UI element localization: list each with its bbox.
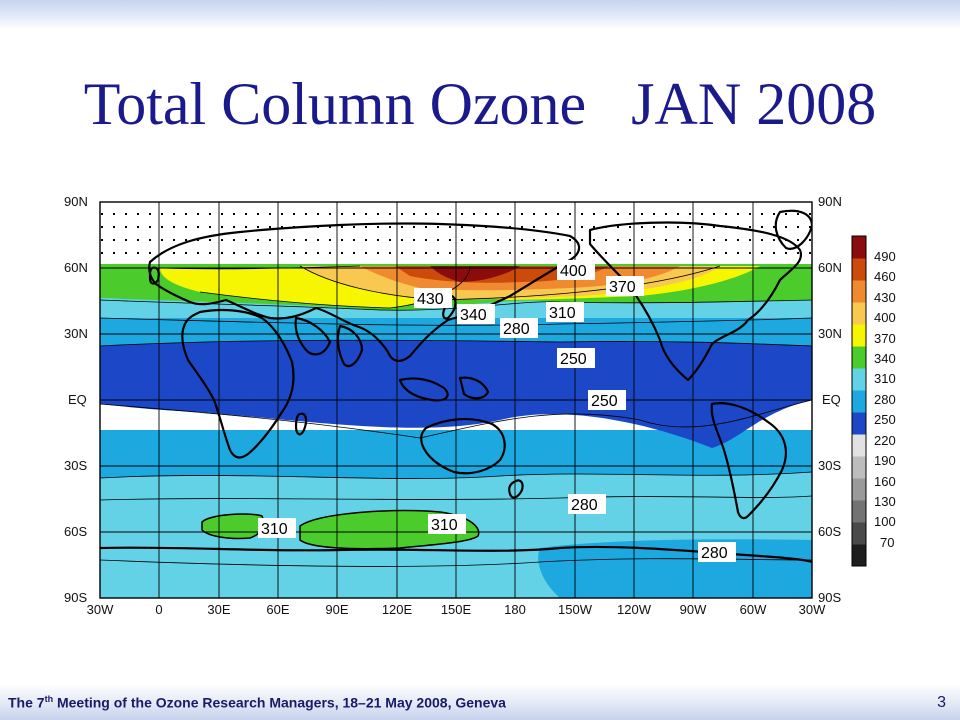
lon-label-30w: 30W	[87, 602, 114, 617]
colorbar-label-490: 490	[874, 249, 896, 264]
lat-label-eq-right: EQ	[822, 392, 841, 407]
colorbar-label-100: 100	[874, 514, 896, 529]
lat-label-60s-right: 60S	[818, 524, 841, 539]
lon-label-120w: 120W	[617, 602, 652, 617]
colorbar-label-220: 220	[874, 433, 896, 448]
colorbar-label-430: 430	[874, 290, 896, 305]
slide-title: Total Column Ozone JAN 2008	[83, 71, 877, 137]
svg-text:280: 280	[701, 545, 728, 562]
svg-text:280: 280	[571, 497, 598, 514]
colorbar-label-250: 250	[874, 412, 896, 427]
colorbar-swatch	[852, 434, 866, 457]
lat-label-90s-right: 90S	[818, 590, 841, 605]
colorbar-swatch	[852, 302, 866, 325]
map-frame	[99, 201, 813, 599]
coastlines	[100, 209, 812, 564]
lat-label-90s: 90S	[64, 590, 87, 605]
colorbar-swatch	[852, 478, 866, 501]
contour-label-400: 400	[557, 260, 595, 280]
lat-label-60s: 60S	[64, 524, 87, 539]
contour-label-370: 370	[606, 276, 644, 296]
graticule	[100, 202, 812, 598]
colorbar-swatch	[852, 258, 866, 281]
lon-label-120e: 120E	[382, 602, 413, 617]
lat-labels-left: 90N 60N 30N EQ 30S 60S 90S	[64, 194, 88, 605]
contour-label-340: 340	[457, 304, 495, 324]
colorbar-swatch	[852, 456, 866, 479]
colorbar-label-400: 400	[874, 310, 896, 325]
svg-text:310: 310	[431, 517, 458, 534]
colorbar: 490 460 430 400 370 340 310 280 250 220 …	[851, 235, 896, 567]
svg-text:250: 250	[591, 393, 618, 410]
lat-label-90n-right: 90N	[818, 194, 842, 209]
svg-text:400: 400	[560, 263, 587, 280]
lat-labels-right: 90N 60N 30N EQ 30S 60S 90S	[818, 194, 842, 605]
lat-label-90n: 90N	[64, 194, 88, 209]
colorbar-swatch	[852, 390, 866, 413]
lat-label-30n-right: 30N	[818, 326, 842, 341]
lon-label-30w-right: 30W	[799, 602, 826, 617]
colorbar-label-340: 340	[874, 351, 896, 366]
colorbar-labels: 490 460 430 400 370 340 310 280 250 220 …	[874, 249, 896, 550]
contour-label-280-north: 280	[500, 318, 538, 338]
colorbar-swatch	[852, 500, 866, 523]
footer-gradient-band	[0, 684, 960, 720]
colorbar-swatch	[852, 544, 866, 567]
colorbar-swatch	[852, 236, 866, 259]
svg-text:310: 310	[549, 305, 576, 322]
lon-label-180: 180	[504, 602, 526, 617]
lon-label-150e: 150E	[441, 602, 472, 617]
colorbar-label-190: 190	[874, 453, 896, 468]
lat-label-eq: EQ	[68, 392, 87, 407]
colorbar-label-370: 370	[874, 331, 896, 346]
lat-label-60n: 60N	[64, 260, 88, 275]
lon-label-30e: 30E	[207, 602, 230, 617]
svg-text:280: 280	[503, 321, 530, 338]
lon-label-60e: 60E	[266, 602, 289, 617]
lon-label-0: 0	[155, 602, 162, 617]
lon-label-90e: 90E	[325, 602, 348, 617]
lon-label-90w: 90W	[680, 602, 707, 617]
colorbar-swatch	[852, 412, 866, 435]
colorbar-label-70: 70	[880, 535, 894, 550]
colorbar-label-460: 460	[874, 269, 896, 284]
contour-label-430: 430	[414, 288, 452, 308]
colorbar-swatch	[852, 324, 866, 347]
colorbar-swatches	[852, 236, 866, 567]
colorbar-label-130: 130	[874, 494, 896, 509]
colorbar-swatch	[852, 522, 866, 545]
lat-label-30n: 30N	[64, 326, 88, 341]
contour-label-310-east: 310	[428, 514, 466, 534]
lat-label-30s-right: 30S	[818, 458, 841, 473]
colorbar-swatch	[852, 346, 866, 369]
svg-text:310: 310	[261, 521, 288, 538]
svg-text:250: 250	[560, 351, 587, 368]
lat-label-60n-right: 60N	[818, 260, 842, 275]
lon-label-150w: 150W	[558, 602, 593, 617]
contour-label-310-north: 310	[546, 302, 584, 322]
colorbar-label-310: 310	[874, 371, 896, 386]
colorbar-swatch	[852, 280, 866, 303]
contour-label-280-deep-south: 280	[698, 542, 736, 562]
svg-text:370: 370	[609, 279, 636, 296]
top-gradient-band	[0, 0, 960, 30]
svg-text:340: 340	[460, 307, 487, 324]
lon-label-60w: 60W	[740, 602, 767, 617]
lon-labels: 30W 0 30E 60E 90E 120E 150E 180 150W 120…	[87, 602, 826, 617]
contour-label-310-west: 310	[258, 518, 296, 538]
contour-label-250-b: 250	[588, 390, 626, 410]
footer-meeting-text: The 7th Meeting of the Ozone Research Ma…	[8, 694, 506, 711]
colorbar-swatch	[852, 368, 866, 391]
svg-text:430: 430	[417, 291, 444, 308]
page-number: 3	[937, 694, 946, 711]
colorbar-label-160: 160	[874, 474, 896, 489]
contour-value-labels: 400 370 430 340 310 280 250 250 280 310 …	[258, 260, 736, 562]
contour-label-280-south: 280	[568, 494, 606, 514]
colorbar-label-280: 280	[874, 392, 896, 407]
contour-label-250-a: 250	[557, 348, 595, 368]
lat-label-30s: 30S	[64, 458, 87, 473]
